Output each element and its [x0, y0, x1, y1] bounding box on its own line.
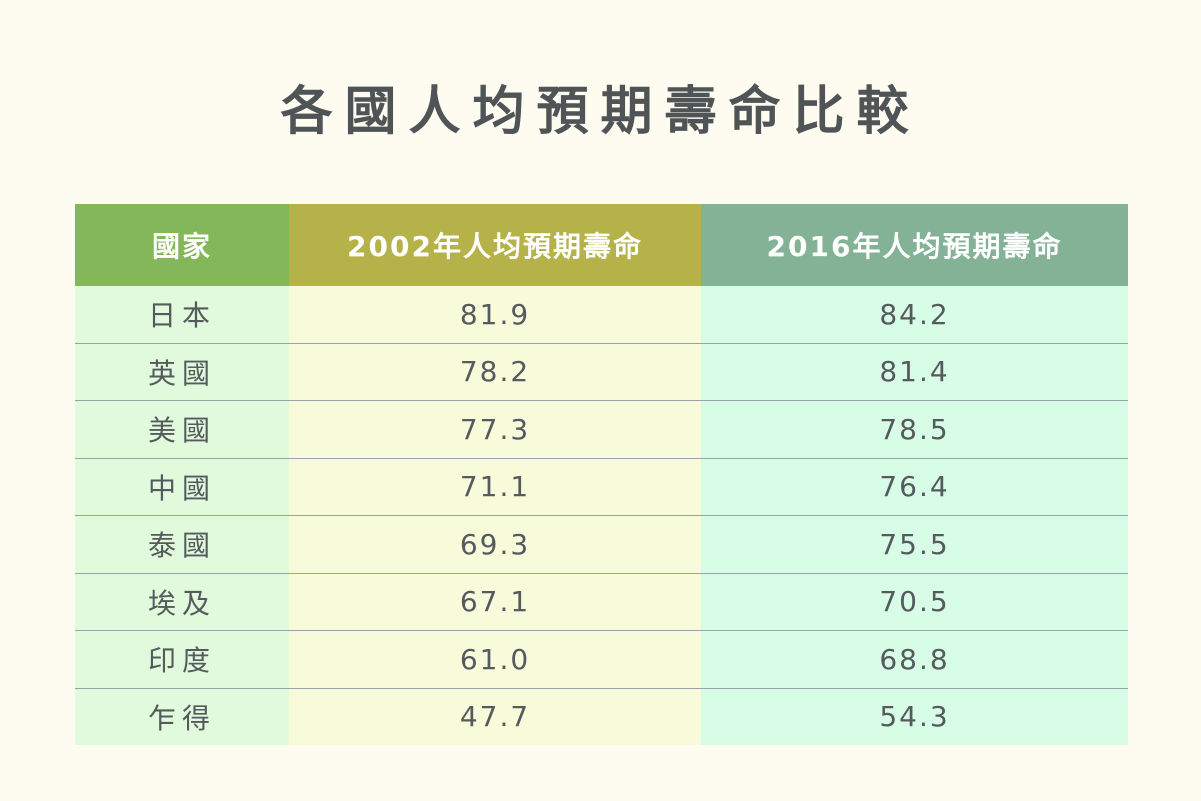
value-2002-cell: 47.7: [289, 688, 701, 745]
table-row: 乍得 47.7 54.3: [75, 688, 1128, 745]
table-body: 日本 81.9 84.2 英國 78.2 81.4 美國 77.3 78.5 中國 71.1 76.4…: [75, 286, 1128, 745]
life-expectancy-table: 國家 2002年人均預期壽命 2016年人均預期壽命 日本 81.9 84.2 英國 7…: [75, 204, 1128, 745]
value-2016-cell: 54.3: [701, 688, 1128, 745]
value-2002-cell: 69.3: [289, 515, 701, 574]
table-row: 埃及 67.1 70.5: [75, 573, 1128, 631]
value-2002-cell: 81.9: [289, 286, 701, 344]
table-header-row: 國家 2002年人均預期壽命 2016年人均預期壽命: [75, 204, 1128, 286]
value-2016-cell: 76.4: [701, 458, 1128, 516]
page-title: 各國人均預期壽命比較: [280, 82, 921, 142]
value-2002-cell: 61.0: [289, 630, 701, 689]
header-2002: 2002年人均預期壽命: [289, 204, 701, 286]
table-row: 英國 78.2 81.4: [75, 343, 1128, 401]
value-2016-cell: 84.2: [701, 286, 1128, 344]
country-cell: 印度: [75, 630, 289, 689]
country-cell: 乍得: [75, 688, 289, 745]
table-row: 印度 61.0 68.8: [75, 630, 1128, 689]
value-2016-cell: 75.5: [701, 515, 1128, 574]
life-expectancy-table-container: 國家 2002年人均預期壽命 2016年人均預期壽命 日本 81.9 84.2 英國 7…: [75, 204, 1128, 745]
value-2002-cell: 78.2: [289, 343, 701, 401]
table-row: 泰國 69.3 75.5: [75, 515, 1128, 574]
country-cell: 日本: [75, 286, 289, 344]
header-2016: 2016年人均預期壽命: [701, 204, 1128, 286]
value-2016-cell: 68.8: [701, 630, 1128, 689]
value-2002-cell: 77.3: [289, 400, 701, 459]
value-2002-cell: 67.1: [289, 573, 701, 631]
value-2016-cell: 78.5: [701, 400, 1128, 459]
value-2016-cell: 70.5: [701, 573, 1128, 631]
value-2016-cell: 81.4: [701, 343, 1128, 401]
country-cell: 英國: [75, 343, 289, 401]
country-cell: 美國: [75, 400, 289, 459]
header-country: 國家: [75, 204, 289, 286]
country-cell: 泰國: [75, 515, 289, 574]
table-row: 中國 71.1 76.4: [75, 458, 1128, 516]
country-cell: 埃及: [75, 573, 289, 631]
country-cell: 中國: [75, 458, 289, 516]
value-2002-cell: 71.1: [289, 458, 701, 516]
table-row: 日本 81.9 84.2: [75, 286, 1128, 344]
table-row: 美國 77.3 78.5: [75, 400, 1128, 459]
